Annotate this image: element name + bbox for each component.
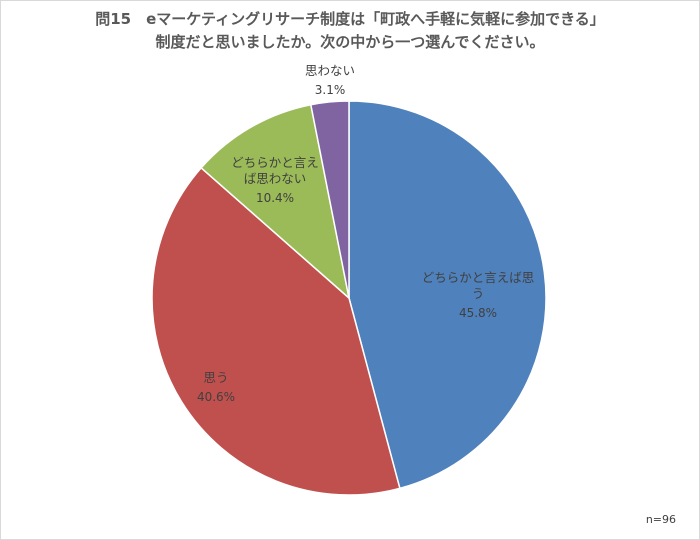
slice-label-1-line-1: どちらかと言えば思 [422,270,535,285]
pie-slices [151,100,547,496]
pie-slice-1 [348,100,547,490]
slice-value-label-2: 40.6% [197,390,235,404]
slice-label-2-line-1: 思う [203,370,228,385]
pie-slice-4 [309,100,350,299]
slice-value-label-4: 3.1% [315,83,346,97]
sample-size-note: n=96 [645,513,676,526]
slice-label-3-line-1: どちらかと言え [231,155,319,170]
chart-title-line-1: 問15 eマーケティングリサーチ制度は「町政へ手軽に気軽に参加できる」 [95,10,605,28]
slice-value-label-1: 45.8% [459,306,497,320]
pie-slice-2 [151,166,401,496]
chart-title: 問15 eマーケティングリサーチ制度は「町政へ手軽に気軽に参加できる」 制度だと… [0,8,700,54]
slice-label-3-line-2: ば思わない [244,171,307,186]
pie-slice-3 [200,103,351,301]
slice-value-label-3: 10.4% [256,191,294,205]
slice-label-1-line-2: う [472,286,485,301]
slice-label-4-line-1: 思わない [305,63,355,78]
chart-title-line-2: 制度だと思いましたか。次の中から一つ選んでください。 [155,33,545,51]
